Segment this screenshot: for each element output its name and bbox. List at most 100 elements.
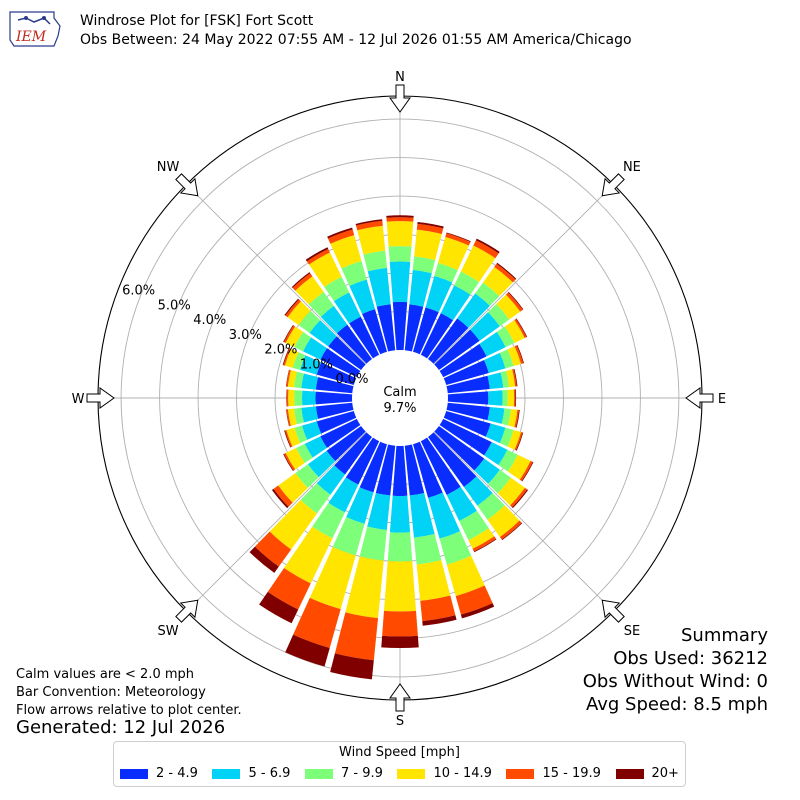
windrose-wedge <box>485 423 506 444</box>
windrose-wedge <box>291 272 311 288</box>
windrose-wedge <box>439 418 492 456</box>
windrose-wedge <box>420 313 454 359</box>
windrose-wedge <box>428 492 461 539</box>
flow-arrow-icon <box>389 683 411 712</box>
windrose-wedge <box>499 349 514 369</box>
radial-tick-label: 5.0% <box>158 298 191 313</box>
windrose-wedge <box>284 526 333 584</box>
windrose-wedge <box>332 517 365 556</box>
windrose-wedge <box>249 546 279 573</box>
windrose-wedge <box>269 499 317 550</box>
compass-label: E <box>718 392 726 407</box>
legend-label: 7 - 9.9 <box>340 766 383 781</box>
windrose-wedge <box>286 369 291 387</box>
windrose-wedge <box>306 248 330 265</box>
windrose-wedge <box>304 436 327 458</box>
legend-item: 7 - 9.9 <box>304 766 383 781</box>
windrose-wedge <box>389 261 411 303</box>
calm-definition: Calm values are < 2.0 mph <box>16 667 195 682</box>
legend-item: 15 - 19.9 <box>506 766 601 781</box>
windrose-wedge <box>312 502 345 539</box>
windrose-wedge <box>460 245 496 283</box>
radial-tick-label: 1.0% <box>300 357 333 372</box>
windrose-wedge <box>516 432 524 451</box>
windrose-wedge <box>315 391 353 405</box>
windrose-wedge <box>271 488 289 509</box>
legend-swatch <box>212 768 241 779</box>
summary-title: Summary <box>681 625 768 646</box>
windrose-wedge <box>413 534 442 565</box>
chart-title: Windrose Plot for [FSK] Fort Scott <box>80 13 314 29</box>
flow-arrow-icon <box>601 599 625 623</box>
windrose-wedge <box>382 610 418 637</box>
grid-spoke <box>433 184 614 365</box>
svg-text:IEM: IEM <box>15 29 47 45</box>
windrose-wedge <box>502 389 508 407</box>
legend: Wind Speed [mph] 2 - 4.9 5 - 6.9 7 - 9.9 10… <box>113 741 686 787</box>
compass-label: SE <box>624 624 640 639</box>
windrose-wedge <box>501 522 523 541</box>
windrose-wedge <box>283 324 294 343</box>
windrose-wedge <box>330 235 362 269</box>
iem-logo: IEM <box>9 11 61 47</box>
windrose-wedge <box>513 368 518 387</box>
windrose-wedge <box>334 612 379 661</box>
radial-tick-label: 6.0% <box>122 284 155 299</box>
chart-subtitle: Obs Between: 24 May 2022 07:55 AM - 12 J… <box>80 32 632 48</box>
windrose-wedge <box>328 336 366 370</box>
windrose-wedge <box>293 597 341 648</box>
windrose-wedge <box>287 408 297 426</box>
windrose-wedge <box>305 247 329 262</box>
compass-label: NW <box>157 160 180 175</box>
windrose-wedge <box>295 276 324 305</box>
windrose-wedge <box>473 240 499 259</box>
windrose-wedge <box>487 372 504 390</box>
windrose-wedge <box>387 532 413 562</box>
windrose-wedge <box>349 279 376 314</box>
windrose-wedge <box>294 331 312 352</box>
windrose-wedge <box>514 432 523 451</box>
windrose-wedge <box>446 402 490 421</box>
obs-without-wind: Obs Without Wind: 0 <box>582 671 768 692</box>
windrose-wedge <box>285 634 330 667</box>
windrose-wedge <box>284 298 299 316</box>
avg-speed: Avg Speed: 8.5 mph <box>586 694 768 715</box>
windrose-wedge <box>496 262 517 280</box>
windrose-wedge <box>417 221 444 229</box>
windrose-wedge <box>475 282 500 306</box>
legend-item: 20+ <box>615 766 679 781</box>
windrose-wedge <box>445 233 471 246</box>
windrose-wedge <box>416 223 444 235</box>
windrose-wedge <box>507 429 522 450</box>
windrose-wedge <box>254 531 292 567</box>
legend-item: 10 - 14.9 <box>397 766 492 781</box>
windrose-wedge <box>512 489 529 509</box>
windrose-wedge <box>484 442 508 466</box>
windrose-wedge <box>333 292 361 324</box>
legend-title: Wind Speed [mph] <box>339 745 460 760</box>
windrose-wedge <box>300 483 331 514</box>
windrose-wedge <box>349 316 380 359</box>
radial-tick-label: 0.0% <box>335 372 368 387</box>
windrose-wedge <box>309 546 356 610</box>
windrose-wedge <box>443 360 489 386</box>
windrose-wedge <box>488 469 511 494</box>
windrose-wedge <box>376 304 396 352</box>
compass-label: SW <box>158 624 179 639</box>
windrose-wedge <box>300 355 322 375</box>
bar-convention: Bar Convention: Meteorology <box>16 685 206 700</box>
windrose-wedge <box>367 267 391 307</box>
windrose-wedge <box>508 291 524 310</box>
windrose-wedge <box>414 229 442 261</box>
calm-circle <box>353 351 447 445</box>
windrose-wedge <box>434 262 458 283</box>
legend-swatch <box>397 768 426 779</box>
summary-block: Summary Obs Used: 36212 Obs Without Wind… <box>583 624 768 716</box>
windrose-wedge <box>439 343 487 378</box>
windrose-wedge <box>506 369 516 388</box>
windrose-wedge <box>283 348 292 366</box>
windrose-wedge <box>447 391 489 405</box>
windrose-wedge <box>324 276 350 302</box>
calm-value: 9.7% <box>383 401 416 416</box>
windrose-wedge <box>296 443 313 464</box>
